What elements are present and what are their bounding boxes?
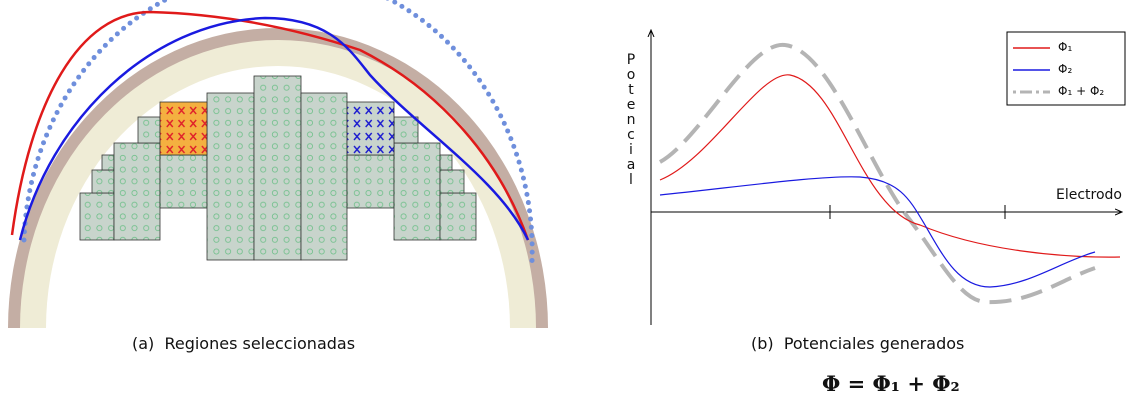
x-axis-label: Electrodo xyxy=(1056,187,1122,203)
legend-label: Φ₁ xyxy=(1058,40,1072,54)
figure: (a) Regiones seleccionadas (b) Potencial… xyxy=(0,0,1136,401)
legend-label: Φ₂ xyxy=(1058,62,1072,76)
y-axis-label: Potencial xyxy=(624,52,638,187)
legend-label: Φ₁ + Φ₂ xyxy=(1058,84,1104,98)
panel-b xyxy=(651,30,1125,325)
caption-b: (b) Potenciales generados xyxy=(751,334,964,353)
panel-a xyxy=(8,0,548,328)
equation: Φ = Φ₁ + Φ₂ xyxy=(822,371,960,396)
caption-a: (a) Regiones seleccionadas xyxy=(132,334,355,353)
